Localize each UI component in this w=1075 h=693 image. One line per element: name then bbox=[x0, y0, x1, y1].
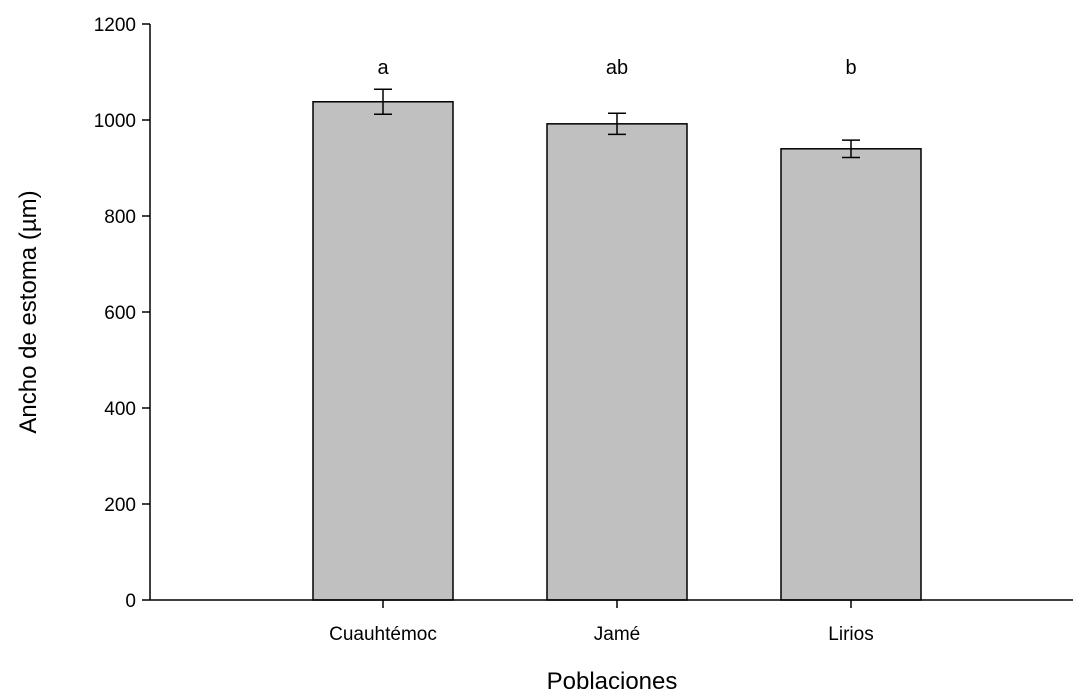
significance-letter: b bbox=[845, 57, 856, 79]
x-tick-label: Cuauhtémoc bbox=[329, 624, 437, 645]
error-bars-layer bbox=[374, 88, 860, 159]
y-axis-ticks: 0 200 400 600 800 1000 1200 bbox=[94, 15, 150, 612]
significance-letter: a bbox=[377, 57, 389, 79]
y-tick-label: 400 bbox=[104, 399, 136, 420]
x-tick-label: Lirios bbox=[828, 624, 873, 645]
bars-layer bbox=[312, 101, 922, 601]
y-tick-label: 0 bbox=[125, 591, 136, 612]
error-bar bbox=[842, 139, 860, 159]
bar-jamé bbox=[546, 123, 688, 601]
error-bar bbox=[374, 88, 392, 115]
y-tick-label: 200 bbox=[104, 495, 136, 516]
x-axis-ticks: Cuauhtémoc Jamé Lirios bbox=[329, 600, 874, 645]
y-tick-label: 1200 bbox=[94, 15, 136, 36]
x-axis-title: Poblaciones bbox=[547, 668, 678, 693]
y-tick-label: 1000 bbox=[94, 111, 136, 132]
y-tick-label: 600 bbox=[104, 303, 136, 324]
error-bar bbox=[608, 112, 626, 136]
bar-cuauhtémoc bbox=[312, 101, 454, 601]
significance-letter: ab bbox=[606, 57, 628, 79]
significance-letters-layer: a ab b bbox=[377, 57, 856, 79]
bar-lirios bbox=[780, 148, 922, 601]
x-tick-label: Jamé bbox=[594, 624, 640, 645]
y-axis-title: Ancho de estoma (µm) bbox=[15, 190, 42, 433]
y-tick-label: 800 bbox=[104, 207, 136, 228]
